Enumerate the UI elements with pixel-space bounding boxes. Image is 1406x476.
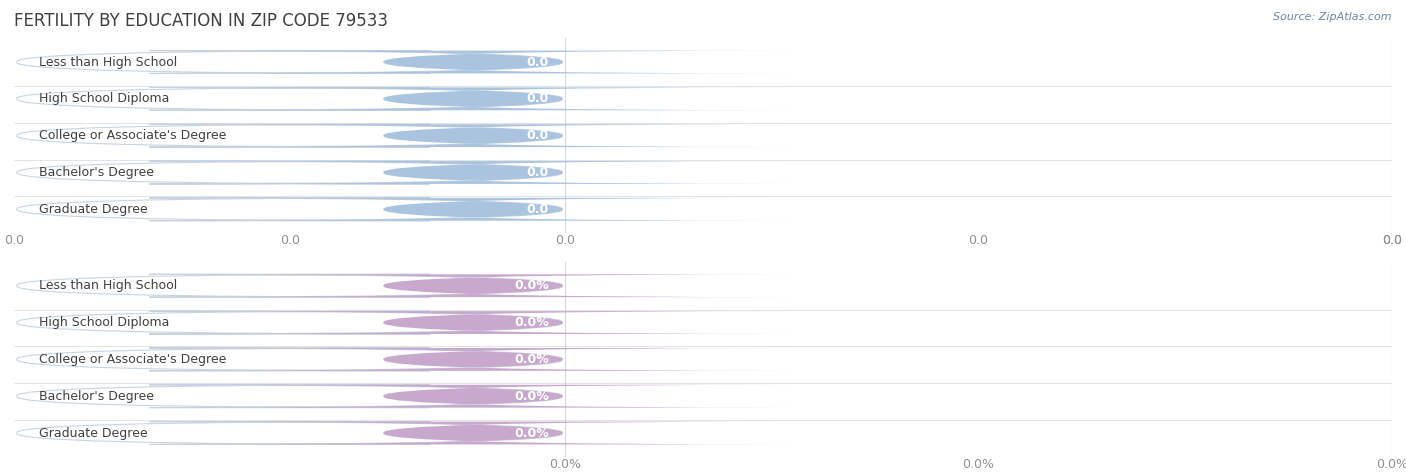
- FancyBboxPatch shape: [17, 50, 562, 73]
- FancyBboxPatch shape: [17, 124, 562, 147]
- Text: Graduate Degree: Graduate Degree: [39, 203, 148, 216]
- Text: 0.0%: 0.0%: [963, 458, 994, 471]
- FancyBboxPatch shape: [149, 274, 797, 297]
- Text: Graduate Degree: Graduate Degree: [39, 426, 148, 439]
- Text: 0.0%: 0.0%: [515, 426, 548, 439]
- FancyBboxPatch shape: [149, 198, 797, 221]
- Text: 0.0: 0.0: [526, 203, 548, 216]
- Text: 0.0: 0.0: [526, 129, 548, 142]
- Text: 0.0%: 0.0%: [515, 353, 548, 366]
- FancyBboxPatch shape: [149, 422, 797, 445]
- FancyBboxPatch shape: [149, 50, 797, 73]
- Text: 0.0: 0.0: [969, 234, 988, 248]
- FancyBboxPatch shape: [17, 311, 562, 334]
- Text: High School Diploma: High School Diploma: [39, 316, 169, 329]
- Text: 0.0: 0.0: [526, 166, 548, 179]
- Text: College or Associate's Degree: College or Associate's Degree: [39, 353, 226, 366]
- FancyBboxPatch shape: [149, 348, 797, 371]
- Text: FERTILITY BY EDUCATION IN ZIP CODE 79533: FERTILITY BY EDUCATION IN ZIP CODE 79533: [14, 12, 388, 30]
- Text: 0.0: 0.0: [4, 234, 24, 248]
- FancyBboxPatch shape: [17, 348, 562, 371]
- Text: 0.0%: 0.0%: [1376, 458, 1406, 471]
- FancyBboxPatch shape: [17, 161, 562, 184]
- FancyBboxPatch shape: [149, 124, 797, 147]
- FancyBboxPatch shape: [17, 422, 562, 445]
- FancyBboxPatch shape: [149, 385, 797, 407]
- FancyBboxPatch shape: [17, 198, 562, 221]
- Text: Source: ZipAtlas.com: Source: ZipAtlas.com: [1274, 12, 1392, 22]
- Text: Less than High School: Less than High School: [39, 56, 177, 69]
- Text: 0.0%: 0.0%: [550, 458, 581, 471]
- Text: 0.0: 0.0: [555, 234, 575, 248]
- Text: 0.0%: 0.0%: [515, 279, 548, 292]
- FancyBboxPatch shape: [17, 385, 562, 407]
- Text: 0.0: 0.0: [526, 92, 548, 105]
- Text: 0.0: 0.0: [526, 56, 548, 69]
- Text: Less than High School: Less than High School: [39, 279, 177, 292]
- FancyBboxPatch shape: [149, 161, 797, 184]
- Text: 0.0: 0.0: [1382, 234, 1402, 248]
- Text: High School Diploma: High School Diploma: [39, 92, 169, 105]
- FancyBboxPatch shape: [149, 311, 797, 334]
- FancyBboxPatch shape: [17, 274, 562, 297]
- FancyBboxPatch shape: [17, 88, 562, 110]
- FancyBboxPatch shape: [149, 88, 797, 110]
- Text: College or Associate's Degree: College or Associate's Degree: [39, 129, 226, 142]
- Text: Bachelor's Degree: Bachelor's Degree: [39, 166, 153, 179]
- Text: 0.0: 0.0: [280, 234, 299, 248]
- Text: 0.0%: 0.0%: [515, 316, 548, 329]
- Text: 0.0%: 0.0%: [515, 390, 548, 403]
- Text: 0.0: 0.0: [1382, 234, 1402, 248]
- Text: Bachelor's Degree: Bachelor's Degree: [39, 390, 153, 403]
